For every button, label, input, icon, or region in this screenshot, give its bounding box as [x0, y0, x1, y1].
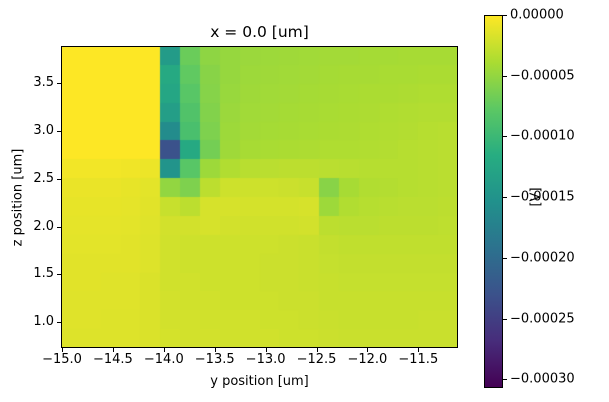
- tick-mark: [503, 258, 507, 259]
- tick-mark: [57, 227, 61, 228]
- y-tick-label: 2.0: [33, 218, 54, 234]
- x-tick-label: −13.5: [194, 352, 235, 367]
- tick-mark: [164, 348, 165, 352]
- tick-mark: [367, 348, 368, 352]
- colorbar-tick-label: −0.00010: [510, 128, 575, 144]
- y-tick-label: 1.0: [33, 313, 54, 329]
- colorbar-label: [V]: [528, 187, 544, 207]
- x-tick-label: −14.0: [143, 352, 184, 367]
- x-axis-label: y position [um]: [210, 374, 309, 389]
- colorbar-tick-label: −0.00015: [510, 189, 575, 205]
- tick-mark: [266, 348, 267, 352]
- tick-mark: [503, 197, 507, 198]
- plot-title: x = 0.0 [um]: [210, 23, 309, 41]
- colorbar: [484, 15, 503, 388]
- tick-mark: [215, 348, 216, 352]
- x-tick-label: −12.0: [347, 352, 388, 367]
- y-tick-label: 1.5: [33, 266, 54, 282]
- tick-mark: [57, 322, 61, 323]
- tick-mark: [317, 348, 318, 352]
- x-tick-label: −11.5: [398, 352, 439, 367]
- y-axis-label: z position [um]: [10, 148, 26, 247]
- tick-mark: [62, 348, 63, 352]
- tick-mark: [57, 274, 61, 275]
- tick-mark: [503, 15, 507, 16]
- tick-mark: [113, 348, 114, 352]
- colorbar-tick-label: −0.00030: [510, 371, 575, 387]
- heatmap-canvas: [61, 46, 458, 348]
- y-tick-label: 3.0: [33, 122, 54, 138]
- x-tick-label: −15.0: [42, 352, 82, 367]
- tick-mark: [503, 76, 507, 77]
- tick-mark: [57, 131, 61, 132]
- tick-mark: [57, 83, 61, 84]
- tick-mark: [503, 319, 507, 320]
- tick-mark: [503, 379, 507, 380]
- colorbar-tick-label: −0.00020: [510, 250, 575, 266]
- colorbar-tick-label: −0.00025: [510, 311, 575, 327]
- colorbar-tick-label: −0.00005: [510, 68, 575, 84]
- colorbar-tick-label: 0.00000: [510, 7, 564, 23]
- tick-mark: [418, 348, 419, 352]
- x-tick-label: −14.5: [92, 352, 133, 367]
- tick-mark: [57, 179, 61, 180]
- y-tick-label: 2.5: [33, 170, 54, 186]
- y-tick-label: 3.5: [33, 75, 54, 91]
- tick-mark: [503, 136, 507, 137]
- x-tick-label: −13.0: [245, 352, 286, 367]
- x-tick-label: −12.5: [296, 352, 337, 367]
